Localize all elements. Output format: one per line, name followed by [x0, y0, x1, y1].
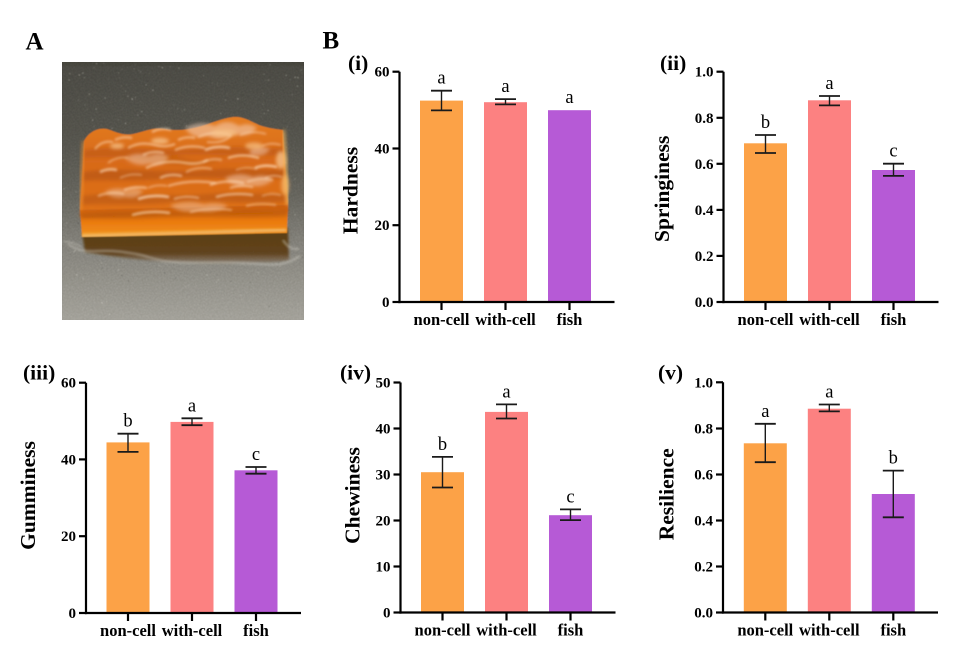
- svg-text:non-cell: non-cell: [415, 621, 471, 640]
- svg-text:Springiness: Springiness: [650, 136, 674, 242]
- svg-text:(ii): (ii): [660, 51, 686, 75]
- svg-text:0: 0: [69, 606, 77, 622]
- svg-text:40: 40: [376, 422, 391, 438]
- svg-text:a: a: [825, 74, 833, 94]
- svg-text:c: c: [889, 142, 897, 162]
- svg-text:a: a: [502, 382, 510, 402]
- svg-text:20: 20: [61, 529, 76, 545]
- svg-text:fish: fish: [243, 621, 269, 640]
- svg-text:a: a: [501, 77, 509, 97]
- svg-text:a: a: [188, 396, 196, 416]
- svg-text:Gumminess: Gumminess: [16, 441, 40, 550]
- svg-text:0.0: 0.0: [695, 295, 714, 311]
- svg-text:0.6: 0.6: [695, 157, 714, 173]
- svg-text:a: a: [761, 402, 769, 422]
- svg-text:10: 10: [376, 560, 391, 576]
- svg-text:0.8: 0.8: [695, 111, 714, 127]
- svg-text:50: 50: [376, 376, 391, 392]
- svg-text:0: 0: [383, 606, 391, 622]
- svg-text:with-cell: with-cell: [799, 310, 860, 329]
- svg-text:60: 60: [61, 376, 76, 392]
- svg-text:b: b: [438, 435, 447, 455]
- svg-text:fish: fish: [881, 310, 907, 329]
- svg-text:c: c: [566, 487, 574, 507]
- svg-text:A: A: [26, 28, 44, 55]
- svg-text:b: b: [123, 412, 132, 432]
- svg-text:0.2: 0.2: [695, 249, 714, 265]
- svg-text:(v): (v): [658, 361, 683, 385]
- svg-text:0: 0: [382, 295, 390, 311]
- svg-text:fish: fish: [557, 310, 583, 329]
- svg-text:with-cell: with-cell: [162, 621, 223, 640]
- svg-text:a: a: [565, 88, 573, 108]
- svg-text:with-cell: with-cell: [799, 621, 860, 640]
- svg-text:40: 40: [375, 142, 390, 158]
- svg-text:non-cell: non-cell: [738, 310, 794, 329]
- svg-text:0.2: 0.2: [694, 560, 713, 576]
- svg-text:fish: fish: [558, 621, 584, 640]
- svg-text:c: c: [252, 445, 260, 465]
- svg-text:60: 60: [375, 65, 390, 81]
- svg-text:1.0: 1.0: [695, 65, 714, 81]
- svg-text:B: B: [323, 27, 340, 54]
- svg-text:non-cell: non-cell: [737, 621, 793, 640]
- svg-text:0.0: 0.0: [694, 606, 713, 622]
- svg-text:Resilience: Resilience: [655, 448, 679, 540]
- svg-text:(iii): (iii): [23, 361, 55, 385]
- svg-text:a: a: [437, 69, 445, 89]
- svg-text:fish: fish: [880, 621, 906, 640]
- svg-text:b: b: [761, 113, 770, 133]
- svg-text:b: b: [889, 449, 898, 469]
- svg-text:Chewiness: Chewiness: [341, 447, 365, 544]
- svg-text:0.6: 0.6: [694, 468, 713, 484]
- svg-text:0.4: 0.4: [695, 203, 714, 219]
- svg-text:40: 40: [61, 452, 76, 468]
- svg-text:with-cell: with-cell: [476, 621, 537, 640]
- svg-text:Hardness: Hardness: [339, 147, 363, 234]
- svg-text:(iv): (iv): [340, 361, 371, 385]
- svg-text:1.0: 1.0: [694, 375, 713, 391]
- svg-text:20: 20: [376, 514, 391, 530]
- svg-text:a: a: [825, 383, 833, 403]
- svg-text:non-cell: non-cell: [100, 621, 156, 640]
- svg-text:30: 30: [376, 468, 391, 484]
- svg-text:20: 20: [375, 218, 390, 234]
- svg-text:(i): (i): [348, 51, 368, 75]
- svg-text:0.4: 0.4: [694, 514, 713, 530]
- svg-text:0.8: 0.8: [694, 422, 713, 438]
- svg-text:with-cell: with-cell: [475, 310, 536, 329]
- svg-text:non-cell: non-cell: [414, 310, 470, 329]
